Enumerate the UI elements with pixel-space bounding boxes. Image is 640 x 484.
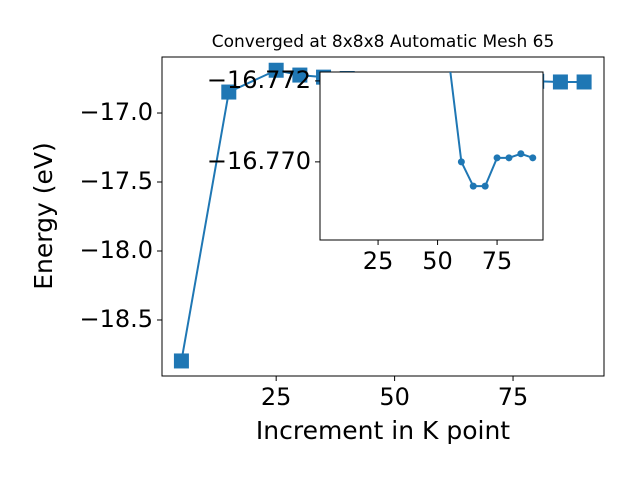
chart-title: Converged at 8x8x8 Automatic Mesh 65: [212, 32, 555, 52]
marker: [552, 74, 568, 90]
y-tick-label: −16.770: [207, 147, 311, 175]
x-tick-label: 50: [422, 247, 453, 275]
marker: [493, 154, 501, 162]
marker: [529, 154, 537, 162]
marker: [505, 154, 513, 162]
x-tick-label: 75: [482, 247, 513, 275]
x-axis-label: Increment in K point: [256, 416, 510, 445]
x-tick-label: 25: [261, 383, 292, 411]
marker: [268, 62, 284, 78]
y-tick-label: −17.0: [79, 98, 153, 126]
y-tick-label: −18.5: [79, 305, 153, 333]
plot-layer: [449, 72, 537, 190]
marker: [469, 182, 477, 190]
y-axis-label: Energy (eV): [29, 142, 58, 289]
marker: [517, 150, 525, 158]
x-tick-label: 25: [363, 247, 394, 275]
marker: [576, 74, 592, 90]
y-tick-label: −17.5: [79, 167, 153, 195]
x-tick-label: 75: [498, 383, 529, 411]
marker: [173, 353, 189, 369]
x-tick-label: 50: [379, 383, 410, 411]
marker: [221, 84, 237, 100]
plot-area: [319, 71, 544, 241]
y-tick-label: −16.772: [207, 66, 311, 94]
marker: [457, 158, 465, 166]
y-tick-label: −18.0: [79, 236, 153, 264]
marker: [481, 182, 489, 190]
marker: [292, 67, 308, 83]
